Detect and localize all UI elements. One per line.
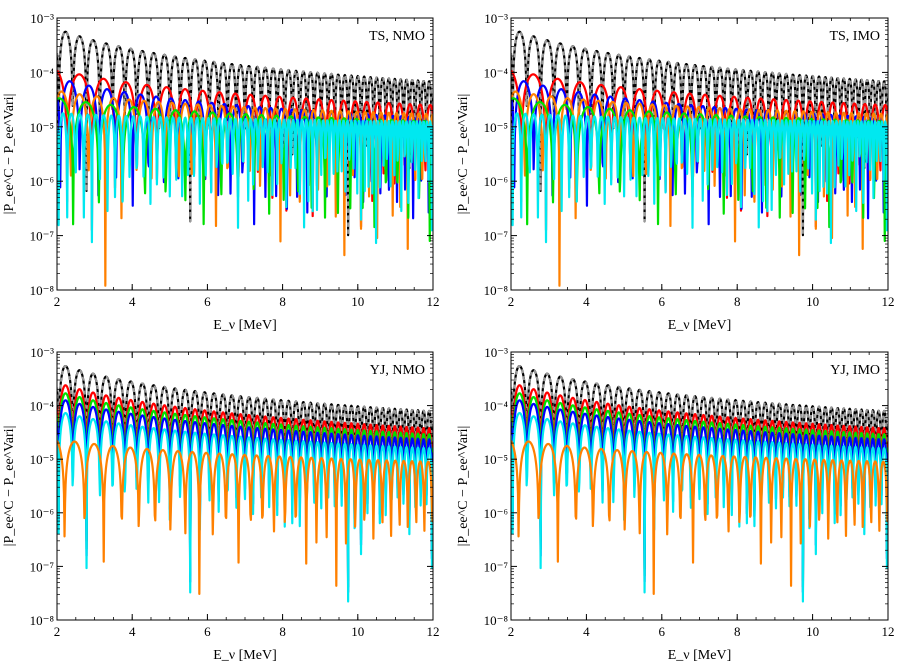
y-tick-label: 10⁻³ <box>30 345 54 360</box>
y-tick-label: 10⁻⁷ <box>484 559 508 574</box>
panel-annotation: TS, NMO <box>369 29 425 44</box>
y-tick-label: 10⁻³ <box>484 11 508 26</box>
x-tick-label: 4 <box>129 294 136 309</box>
y-tick-label: 10⁻⁵ <box>30 120 54 135</box>
y-tick-label: 10⁻⁶ <box>30 174 54 189</box>
x-tick-label: 6 <box>204 294 211 309</box>
series-group <box>57 30 433 287</box>
x-tick-label: 10 <box>806 624 819 639</box>
series-line-7 <box>511 112 888 245</box>
x-tick-label: 6 <box>204 624 211 639</box>
y-axis-label: |P_ee^C − P_ee^Vari| <box>2 426 17 547</box>
x-tick-label: 2 <box>508 294 515 309</box>
series-line-7 <box>511 440 888 595</box>
x-axis-label: E_ν [MeV] <box>213 648 276 663</box>
x-tick-label: 8 <box>279 294 286 309</box>
x-tick-label: 12 <box>882 624 895 639</box>
x-tick-label: 10 <box>351 294 364 309</box>
x-axis-label: E_ν [MeV] <box>668 318 731 333</box>
y-tick-label: 10⁻³ <box>30 11 54 26</box>
y-tick-label: 10⁻⁷ <box>484 229 508 244</box>
y-tick-label: 10⁻⁵ <box>484 452 508 467</box>
x-tick-label: 8 <box>734 294 741 309</box>
y-tick-label: 10⁻⁶ <box>30 506 54 521</box>
x-tick-label: 12 <box>427 294 440 309</box>
series-line-7 <box>57 440 433 595</box>
x-tick-label: 4 <box>129 624 136 639</box>
x-tick-label: 4 <box>583 624 590 639</box>
series-group <box>511 364 888 603</box>
y-tick-label: 10⁻⁸ <box>484 613 509 628</box>
x-tick-label: 4 <box>583 294 590 309</box>
series-line-6 <box>511 411 888 603</box>
x-axis-label: E_ν [MeV] <box>668 648 731 663</box>
x-tick-label: 8 <box>734 624 741 639</box>
x-tick-label: 2 <box>508 624 515 639</box>
x-tick-label: 12 <box>882 294 895 309</box>
x-axis-label: E_ν [MeV] <box>213 318 276 333</box>
y-tick-label: 10⁻⁶ <box>484 174 508 189</box>
y-tick-label: 10⁻⁸ <box>30 613 55 628</box>
panel-annotation: YJ, NMO <box>370 363 425 378</box>
y-tick-label: 10⁻⁷ <box>30 229 54 244</box>
y-axis-label: |P_ee^C − P_ee^Vari| <box>456 94 471 215</box>
y-axis-label: |P_ee^C − P_ee^Vari| <box>456 426 471 547</box>
y-tick-label: 10⁻⁴ <box>30 399 55 414</box>
x-tick-label: 6 <box>659 294 666 309</box>
y-tick-label: 10⁻⁵ <box>484 120 508 135</box>
y-tick-label: 10⁻⁵ <box>30 452 54 467</box>
series-group <box>57 364 433 603</box>
panel-4: 2 4 6 8 10 12 10⁻⁸ 10⁻⁷ 10⁻⁶ 10⁻⁵ 10⁻⁴ 10⁻³ YJ, IMO E… <box>456 345 895 663</box>
series-line-6 <box>57 411 433 603</box>
y-tick-label: 10⁻⁴ <box>30 65 55 80</box>
x-tick-label: 6 <box>659 624 666 639</box>
panel-annotation: YJ, IMO <box>830 363 880 378</box>
x-tick-label: 12 <box>427 624 440 639</box>
y-tick-label: 10⁻⁸ <box>30 283 55 298</box>
x-tick-label: 10 <box>806 294 819 309</box>
panel-3: 2 4 6 8 10 12 10⁻⁸ 10⁻⁷ 10⁻⁶ 10⁻⁵ 10⁻⁴ 10⁻³ YJ, NMO E… <box>2 345 440 663</box>
series-group <box>511 30 888 287</box>
y-tick-label: 10⁻⁷ <box>30 559 54 574</box>
series-line-7 <box>57 112 433 245</box>
x-tick-label: 2 <box>54 624 61 639</box>
panel-1: 2 4 6 8 10 12 10⁻⁸ 10⁻⁷ 10⁻⁶ 10⁻⁵ 10⁻⁴ 10⁻³ TS, NMO E… <box>2 11 440 333</box>
y-tick-label: 10⁻⁴ <box>484 399 509 414</box>
panel-annotation: TS, IMO <box>829 29 880 44</box>
y-tick-label: 10⁻⁸ <box>484 283 509 298</box>
y-tick-label: 10⁻⁴ <box>484 65 509 80</box>
x-tick-label: 8 <box>279 624 286 639</box>
y-tick-label: 10⁻⁶ <box>484 506 508 521</box>
y-axis-label: |P_ee^C − P_ee^Vari| <box>2 94 17 215</box>
panel-2: 2 4 6 8 10 12 10⁻⁸ 10⁻⁷ 10⁻⁶ 10⁻⁵ 10⁻⁴ 10⁻³ TS, IMO E… <box>456 11 895 333</box>
y-tick-label: 10⁻³ <box>484 345 508 360</box>
x-tick-label: 10 <box>351 624 364 639</box>
x-tick-label: 2 <box>54 294 61 309</box>
